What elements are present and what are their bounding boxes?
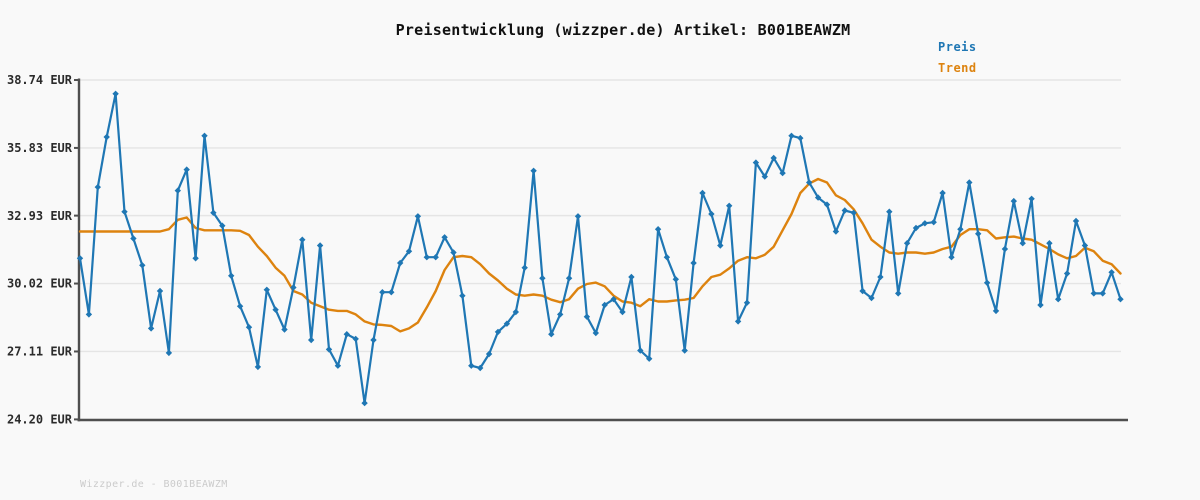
watermark-text: Wizzper.de - B001BEAWZM (80, 479, 228, 490)
y-tick-label: 30.02 EUR (7, 277, 73, 291)
legend-entry-trend: Trend (938, 61, 977, 75)
y-tick-label: 27.11 EUR (7, 345, 73, 359)
y-tick-label: 32.93 EUR (7, 209, 73, 223)
price-markers (76, 90, 1124, 407)
y-tick-label: 24.20 EUR (7, 413, 73, 427)
chart-title: Preisentwicklung (wizzper.de) Artikel: B… (395, 21, 851, 39)
y-tick-label: 38.74 EUR (7, 73, 73, 87)
y-tick-label: 35.83 EUR (7, 141, 73, 155)
legend-entry-preis: Preis (938, 40, 977, 54)
price-line (78, 92, 1122, 405)
trend-line (78, 177, 1122, 333)
